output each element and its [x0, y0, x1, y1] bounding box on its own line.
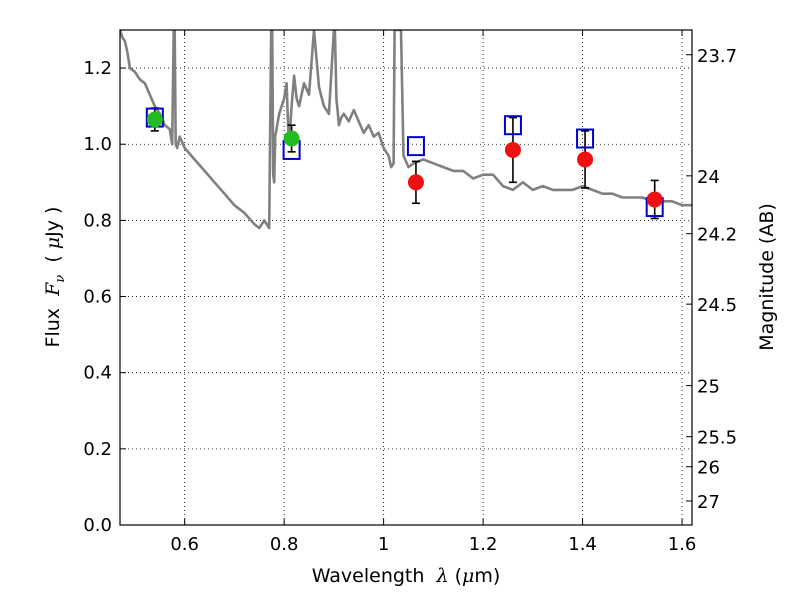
- y2-tick-label: 25.5: [697, 428, 737, 449]
- y2-axis-title: Magnitude (AB): [756, 203, 778, 351]
- detection-point: [646, 191, 663, 208]
- y-tick-label: 0.8: [83, 210, 112, 231]
- y2-tick-label: 23.7: [697, 46, 737, 67]
- x-tick-label: 1.2: [469, 534, 498, 555]
- grid: [120, 30, 692, 526]
- x-tick-label: 1.6: [668, 534, 697, 555]
- y2-tick-label: 27: [697, 492, 720, 513]
- model-square-marker: [503, 115, 522, 136]
- plot-frame: [119, 29, 693, 526]
- y-axis-title: Flux Fν ( μJy ): [42, 207, 68, 348]
- model-square-marker: [406, 136, 425, 157]
- detection-point: [146, 111, 163, 128]
- x-axis-title: Wavelength λ (μm): [312, 565, 501, 587]
- y2-tick-label: 25: [697, 377, 720, 398]
- detection-point: [283, 130, 300, 147]
- y2-tick-label: 24.2: [697, 225, 737, 246]
- detection-point: [407, 174, 424, 191]
- x-tick-label: 0.8: [270, 534, 299, 555]
- y-tick-label: 1.0: [83, 134, 112, 155]
- y-tick-label: 0.6: [83, 287, 112, 308]
- y2-tick-label: 24.5: [697, 295, 737, 316]
- x-tick-label: 1: [378, 534, 389, 555]
- y2-tick-label: 26: [697, 458, 720, 479]
- y-tick-label: 1.2: [83, 58, 112, 79]
- detection-point: [504, 141, 521, 158]
- y2-tick-label: 24: [697, 167, 720, 188]
- x-tick-label: 1.4: [568, 534, 597, 555]
- detection-point: [577, 151, 594, 168]
- model-square-marker: [576, 128, 595, 149]
- y-tick-label: 0.2: [83, 439, 112, 460]
- y-tick-label: 0.0: [83, 515, 112, 536]
- x-tick-label: 0.6: [170, 534, 199, 555]
- y-tick-label: 0.4: [83, 363, 112, 384]
- model-spectrum-line: [120, 30, 692, 230]
